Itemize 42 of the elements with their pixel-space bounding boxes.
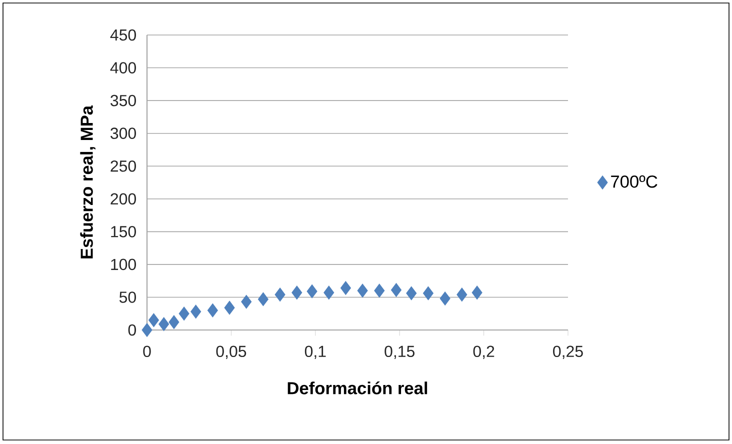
point <box>207 303 218 318</box>
y-tick-label: 0 <box>128 324 136 336</box>
legend-label: 700ºC <box>611 175 658 188</box>
y-tick-label: 300 <box>110 128 136 139</box>
point <box>456 288 468 302</box>
point <box>324 286 334 300</box>
point <box>292 286 302 300</box>
x-tick-label: 0,25 <box>553 346 583 359</box>
point <box>142 323 152 337</box>
point <box>406 286 417 300</box>
x-tick-label: 0,15 <box>384 346 414 359</box>
y-axis-title: Esfuerzo real, MPa <box>80 105 96 258</box>
y-tick-label: 350 <box>110 94 136 106</box>
x-tick-label: 0 <box>143 346 151 358</box>
point <box>306 284 318 298</box>
point <box>258 292 268 306</box>
point <box>440 292 450 306</box>
y-tick-label: 400 <box>110 62 136 74</box>
y-tick-label: 250 <box>110 160 136 172</box>
point <box>241 294 252 309</box>
x-axis-title: Deformación real <box>288 381 428 394</box>
point <box>340 281 351 295</box>
point <box>274 288 286 302</box>
point <box>422 286 434 300</box>
y-tick-label: 50 <box>119 292 136 303</box>
point <box>472 286 482 300</box>
y-tick-label: 150 <box>111 226 136 238</box>
point <box>178 306 190 321</box>
point <box>374 284 385 298</box>
x-tick-label: 0,2 <box>473 346 494 359</box>
point <box>224 300 235 315</box>
y-tick-label: 100 <box>111 258 136 270</box>
x-tick-label: 0,1 <box>304 346 326 359</box>
point <box>148 313 160 328</box>
x-tick-label: 0,05 <box>216 346 246 359</box>
point <box>168 315 180 330</box>
point <box>357 284 368 298</box>
point <box>390 283 402 297</box>
y-tick-label: 450 <box>110 29 136 41</box>
y-tick-label: 200 <box>110 193 136 205</box>
point <box>190 304 202 319</box>
point <box>158 317 170 332</box>
